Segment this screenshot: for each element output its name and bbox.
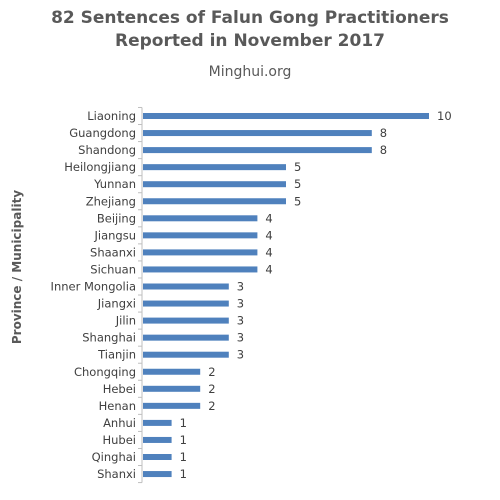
data-label: 10 bbox=[437, 109, 452, 123]
bar bbox=[143, 113, 429, 119]
data-label: 2 bbox=[208, 365, 215, 379]
data-label: 5 bbox=[294, 160, 301, 174]
category-label: Shaanxi bbox=[90, 245, 136, 259]
bar bbox=[143, 147, 372, 154]
category-label: Jilin bbox=[115, 314, 136, 328]
data-label: 5 bbox=[294, 194, 301, 208]
data-label: 3 bbox=[237, 297, 244, 311]
data-label: 4 bbox=[265, 211, 272, 225]
data-label: 3 bbox=[237, 331, 244, 345]
bar bbox=[143, 181, 286, 188]
bar bbox=[143, 266, 258, 273]
data-label: 2 bbox=[208, 399, 215, 413]
category-label: Chongqing bbox=[74, 365, 136, 379]
data-label: 4 bbox=[265, 245, 272, 259]
bar bbox=[143, 317, 229, 324]
bar bbox=[143, 402, 201, 409]
category-label: Jiangxi bbox=[97, 297, 136, 311]
bar bbox=[143, 385, 201, 392]
category-label: Qinghai bbox=[92, 450, 136, 464]
data-label: 1 bbox=[180, 433, 187, 447]
category-label: Hebei bbox=[103, 382, 136, 396]
category-label: Zhejiang bbox=[86, 194, 136, 208]
chart-title-line-1: 82 Sentences of Falun Gong Practitioners bbox=[51, 8, 449, 28]
data-label: 3 bbox=[237, 280, 244, 294]
bar bbox=[143, 164, 286, 171]
bar bbox=[143, 351, 229, 358]
category-label: Tianjin bbox=[97, 348, 136, 362]
category-label: Shanxi bbox=[97, 467, 136, 481]
category-label: Hubei bbox=[102, 433, 136, 447]
data-label: 3 bbox=[237, 314, 244, 328]
category-label: Anhui bbox=[103, 416, 136, 430]
chart-subtitle: Minghui.org bbox=[208, 64, 292, 80]
category-label: Liaoning bbox=[87, 109, 136, 123]
category-label: Inner Mongolia bbox=[51, 280, 136, 294]
category-label: Sichuan bbox=[90, 262, 136, 276]
bar bbox=[143, 436, 172, 443]
bar bbox=[143, 368, 201, 375]
bar bbox=[143, 454, 172, 460]
data-label: 8 bbox=[380, 143, 387, 157]
category-label: Shandong bbox=[78, 143, 136, 157]
data-label: 4 bbox=[265, 228, 272, 242]
data-label: 3 bbox=[237, 348, 244, 362]
chart-title-line-2: Reported in November 2017 bbox=[115, 31, 385, 51]
data-label: 8 bbox=[380, 126, 387, 140]
category-label: Henan bbox=[99, 399, 136, 413]
bar bbox=[143, 419, 172, 426]
bar bbox=[143, 215, 258, 222]
data-label: 1 bbox=[180, 467, 187, 481]
category-label: Yunnan bbox=[93, 177, 136, 191]
data-label: 4 bbox=[265, 262, 272, 276]
bar bbox=[143, 130, 372, 137]
category-label: Beijing bbox=[97, 211, 136, 225]
category-label: Guangdong bbox=[69, 126, 136, 140]
bar bbox=[143, 198, 286, 205]
category-label: Heilongjiang bbox=[64, 160, 136, 174]
data-label: 1 bbox=[180, 416, 187, 430]
bar bbox=[143, 334, 229, 341]
bar bbox=[143, 232, 258, 239]
data-label: 5 bbox=[294, 177, 301, 191]
bar bbox=[143, 283, 229, 290]
category-label: Jiangsu bbox=[93, 228, 136, 242]
bar bbox=[143, 300, 229, 307]
data-label: 2 bbox=[208, 382, 215, 396]
data-label: 1 bbox=[180, 450, 187, 464]
bar bbox=[143, 249, 258, 256]
category-label: Shanghai bbox=[82, 331, 136, 345]
bar bbox=[143, 471, 172, 478]
